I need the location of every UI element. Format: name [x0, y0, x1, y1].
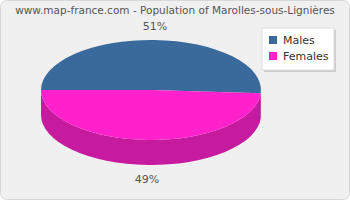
pie-slice	[41, 40, 261, 93]
pie-sides	[41, 90, 261, 165]
legend-box	[262, 28, 334, 70]
legend-label: Males	[283, 34, 315, 47]
pie-side	[41, 90, 261, 165]
background	[1, 1, 350, 200]
legend: Males Females	[262, 28, 336, 72]
pie-slice	[41, 90, 261, 140]
legend-swatch	[269, 36, 277, 44]
data-label: 51%	[143, 20, 167, 33]
pie-tops	[41, 40, 261, 140]
data-label: 49%	[135, 173, 159, 186]
legend-swatch	[269, 52, 277, 60]
chart: www.map-france.com - Population of Marol…	[0, 0, 350, 200]
title: www.map-france.com - Population of Marol…	[15, 4, 335, 16]
legend-label: Females	[283, 50, 329, 63]
